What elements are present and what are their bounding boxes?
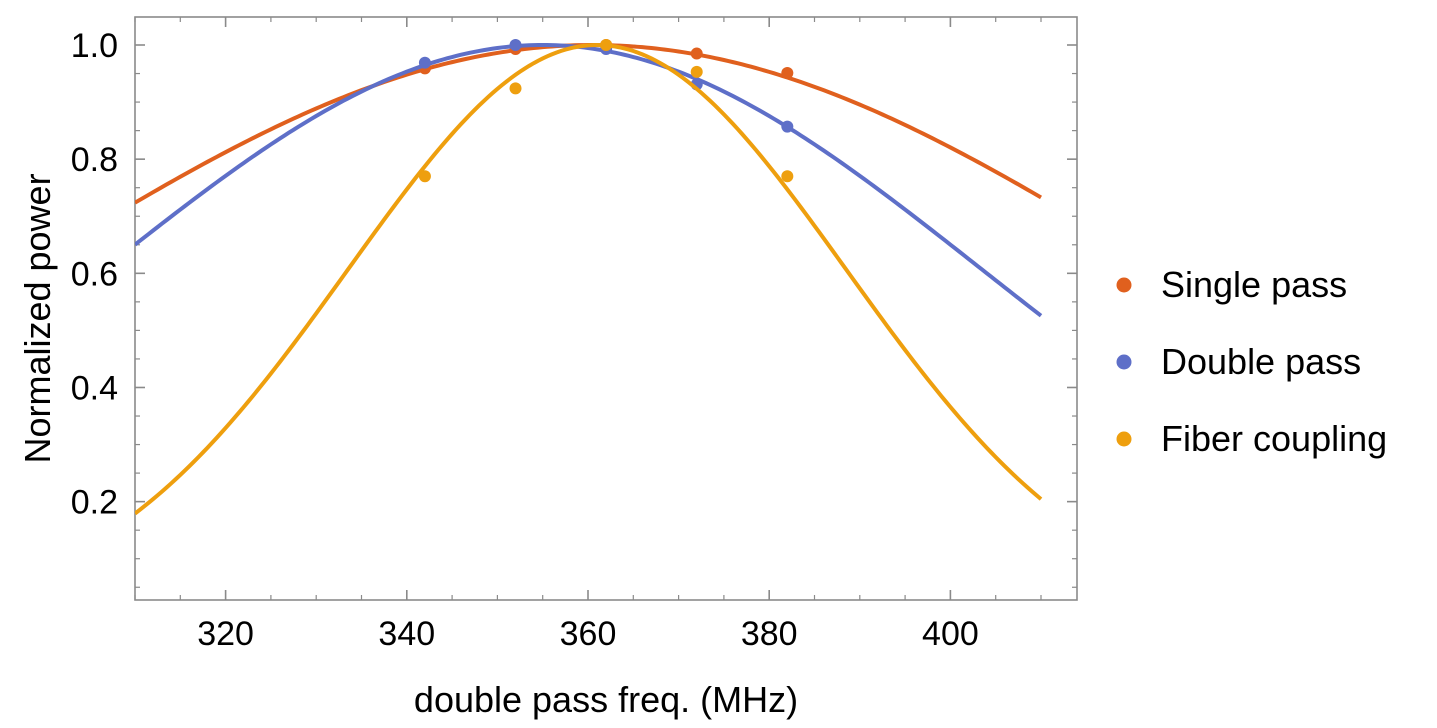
data-point-double-pass [781, 120, 794, 133]
data-point-double-pass [418, 56, 431, 69]
data-point-double-pass [509, 39, 522, 51]
legend-marker-fiber-coupling [1116, 431, 1132, 447]
legend: Single pass Double pass Fiber coupling [1116, 264, 1387, 459]
legend-marker-double-pass [1116, 354, 1132, 370]
x-tick-label: 380 [741, 615, 798, 653]
data-point-fiber-coupling [690, 65, 703, 78]
y-tick-label: 0.4 [71, 369, 118, 407]
y-tick-label: 0.2 [71, 484, 118, 522]
plot-area [134, 16, 1078, 601]
plot-frame [134, 16, 1078, 601]
data-point-single-pass [690, 47, 703, 60]
fit-curve-fiber-coupling [135, 42, 1043, 516]
fit-curve-single-pass [135, 42, 1043, 205]
y-tick-label: 0.8 [71, 141, 118, 179]
x-axis-label: double pass freq. (MHz) [414, 679, 798, 720]
legend-label-double-pass: Double pass [1161, 341, 1361, 382]
y-axis-label: Normalized power [17, 173, 58, 463]
axis-ticks: 320 340 360 380 400 0.2 0.4 0.6 0.8 1.0 [71, 17, 1077, 653]
legend-label-fiber-coupling: Fiber coupling [1161, 418, 1387, 459]
data-point-fiber-coupling [600, 39, 613, 51]
x-tick-label: 320 [197, 615, 254, 653]
data-point-single-pass [781, 66, 794, 79]
legend-label-single-pass: Single pass [1161, 264, 1347, 305]
fit-curve-double-pass [135, 42, 1043, 318]
series-layer [135, 39, 1043, 516]
data-point-fiber-coupling [781, 170, 794, 183]
y-tick-label: 1.0 [71, 27, 118, 65]
data-point-fiber-coupling [418, 170, 431, 183]
data-point-fiber-coupling [509, 82, 522, 95]
x-tick-label: 340 [378, 615, 435, 653]
legend-marker-single-pass [1116, 277, 1132, 293]
x-tick-label: 360 [560, 615, 617, 653]
x-tick-label: 400 [922, 615, 979, 653]
y-tick-label: 0.6 [71, 255, 118, 293]
